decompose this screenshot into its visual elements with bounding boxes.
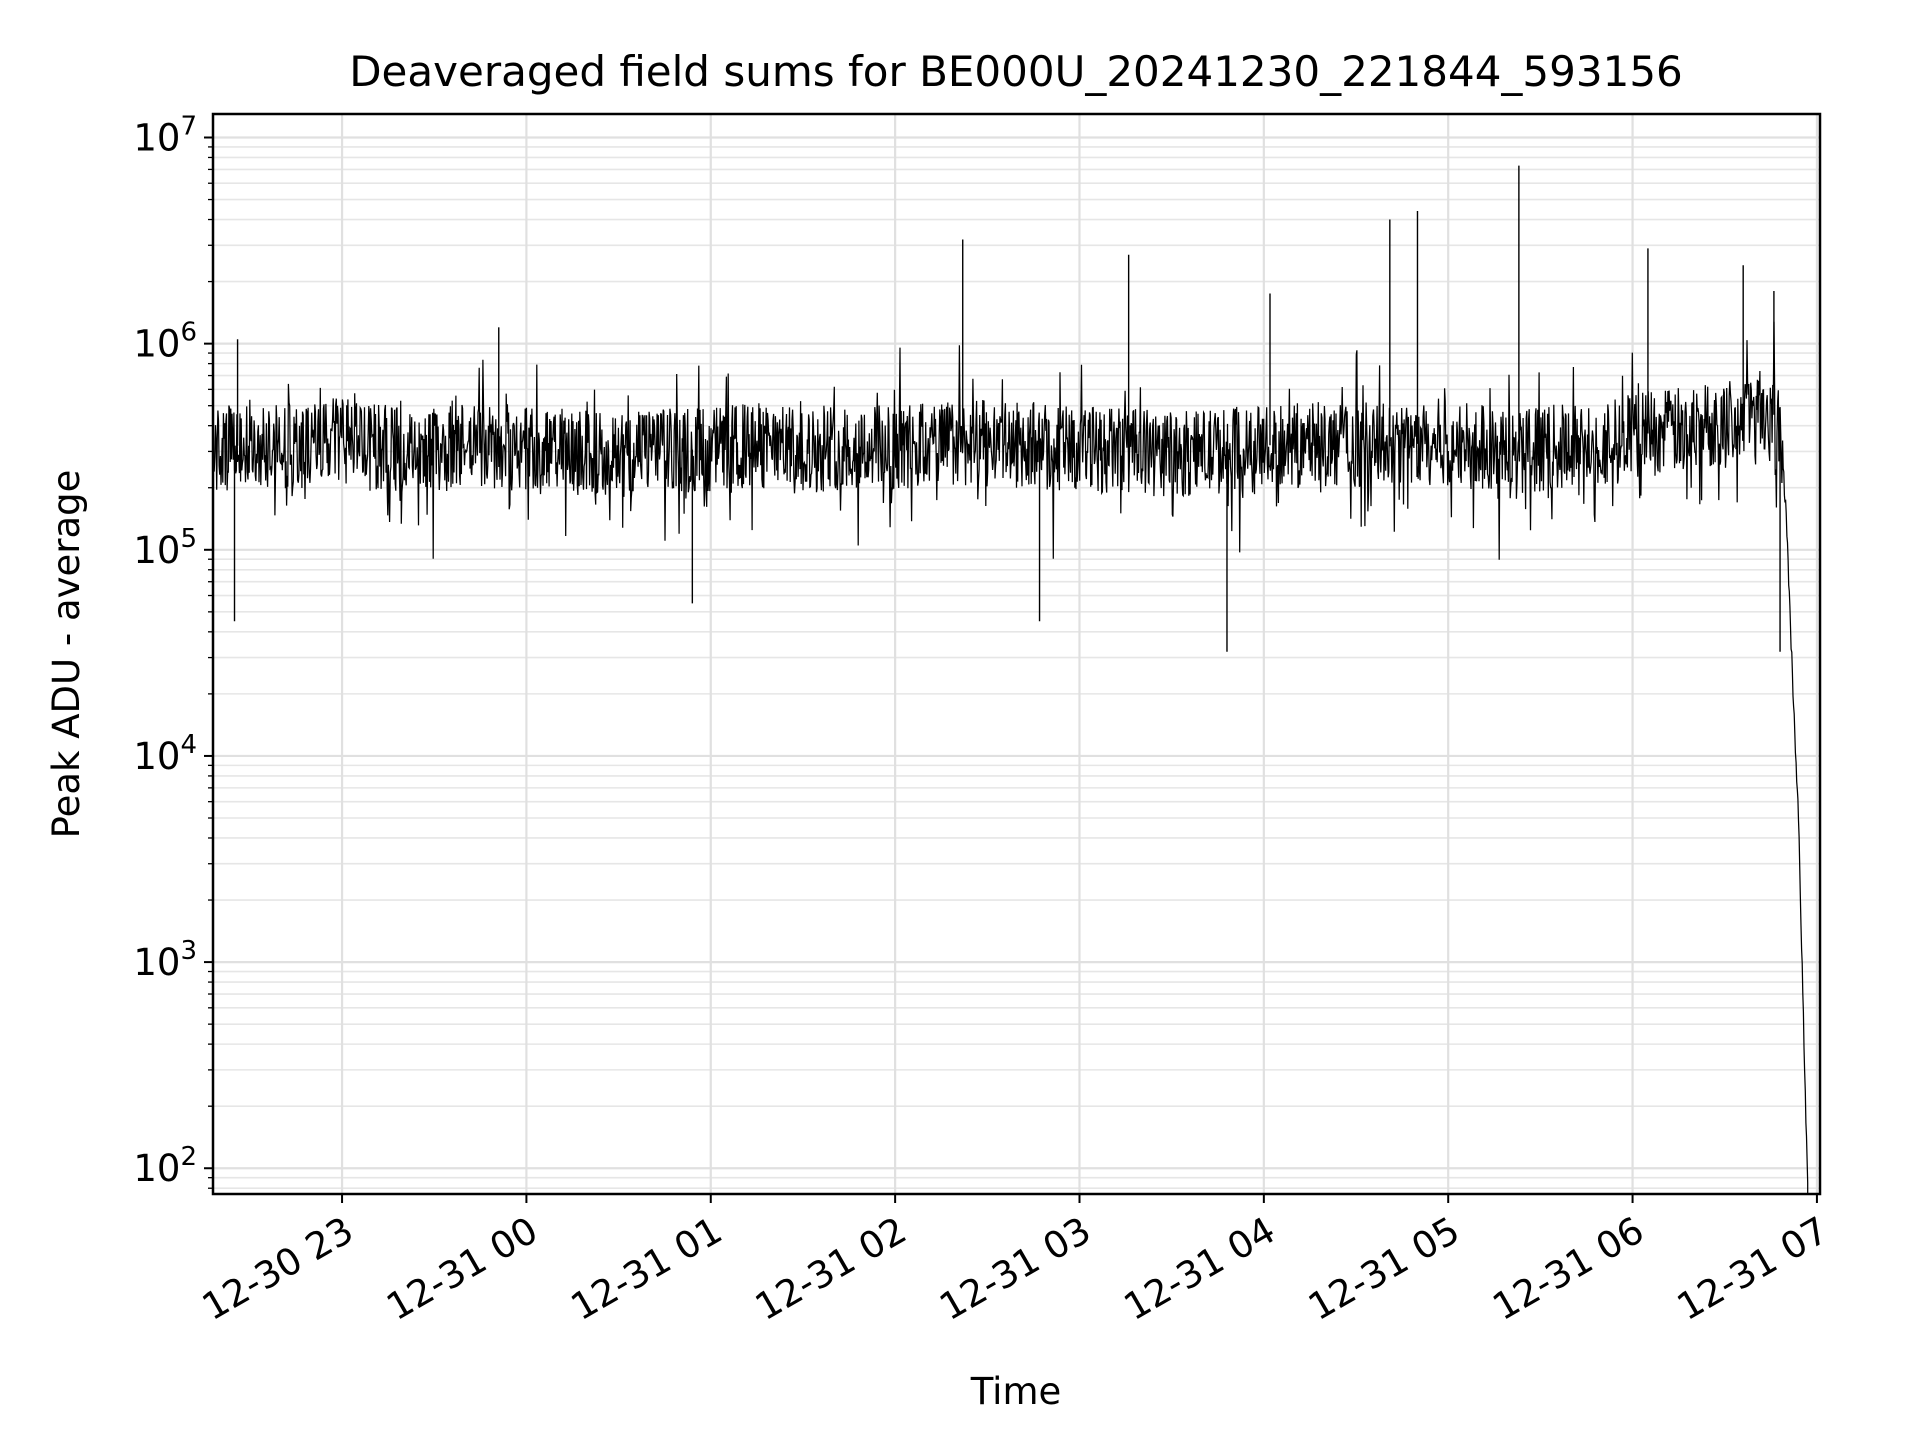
y-tick-label: 102: [133, 1142, 197, 1190]
x-tick-label: 12-31 04: [1117, 1209, 1283, 1329]
x-tick-label: 12-31 06: [1485, 1209, 1651, 1329]
y-tick-label: 105: [133, 524, 197, 572]
y-tick-label: 106: [133, 318, 197, 366]
x-tick-label: 12-30 23: [195, 1209, 361, 1329]
y-tick-label: 104: [133, 730, 197, 778]
grid: [213, 114, 1820, 1194]
x-tick-label: 12-31 00: [379, 1209, 545, 1329]
x-tick-label: 12-31 07: [1670, 1209, 1836, 1329]
x-tick-label: 12-31 05: [1301, 1209, 1467, 1329]
chart-title: Deaveraged field sums for BE000U_2024123…: [349, 47, 1683, 96]
spikes: [233, 165, 1781, 652]
x-tick-label: 12-31 03: [932, 1209, 1098, 1329]
x-tick-label: 12-31 02: [748, 1209, 914, 1329]
plot-frame: [211, 112, 1822, 1196]
y-tick-label: 103: [133, 936, 197, 984]
series-line: [212, 321, 1809, 1194]
y-axis-label: Peak ADU - average: [45, 470, 88, 839]
x-tick-label: 12-31 01: [564, 1209, 730, 1329]
y-tick-label: 107: [133, 111, 197, 159]
x-axis-label: Time: [970, 1370, 1062, 1413]
